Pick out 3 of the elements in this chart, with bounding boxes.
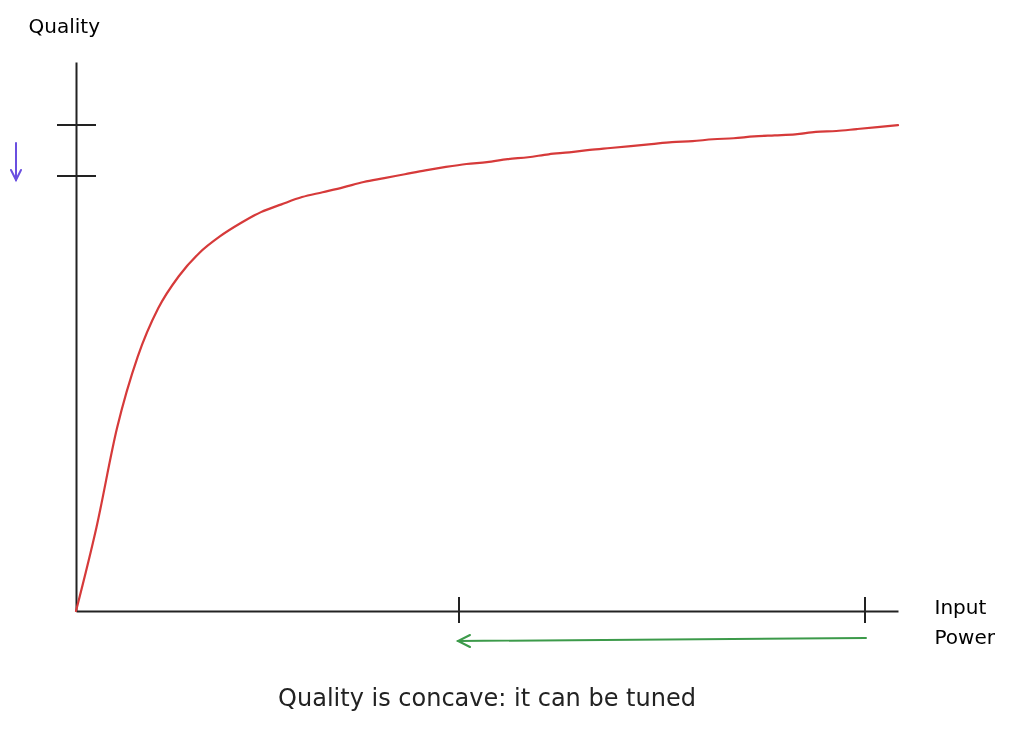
y-axis-title: Quality bbox=[28, 13, 101, 38]
text: Quality is concave: it can be tuned bbox=[278, 684, 696, 712]
x-axis-title: Input Power bbox=[934, 594, 996, 649]
